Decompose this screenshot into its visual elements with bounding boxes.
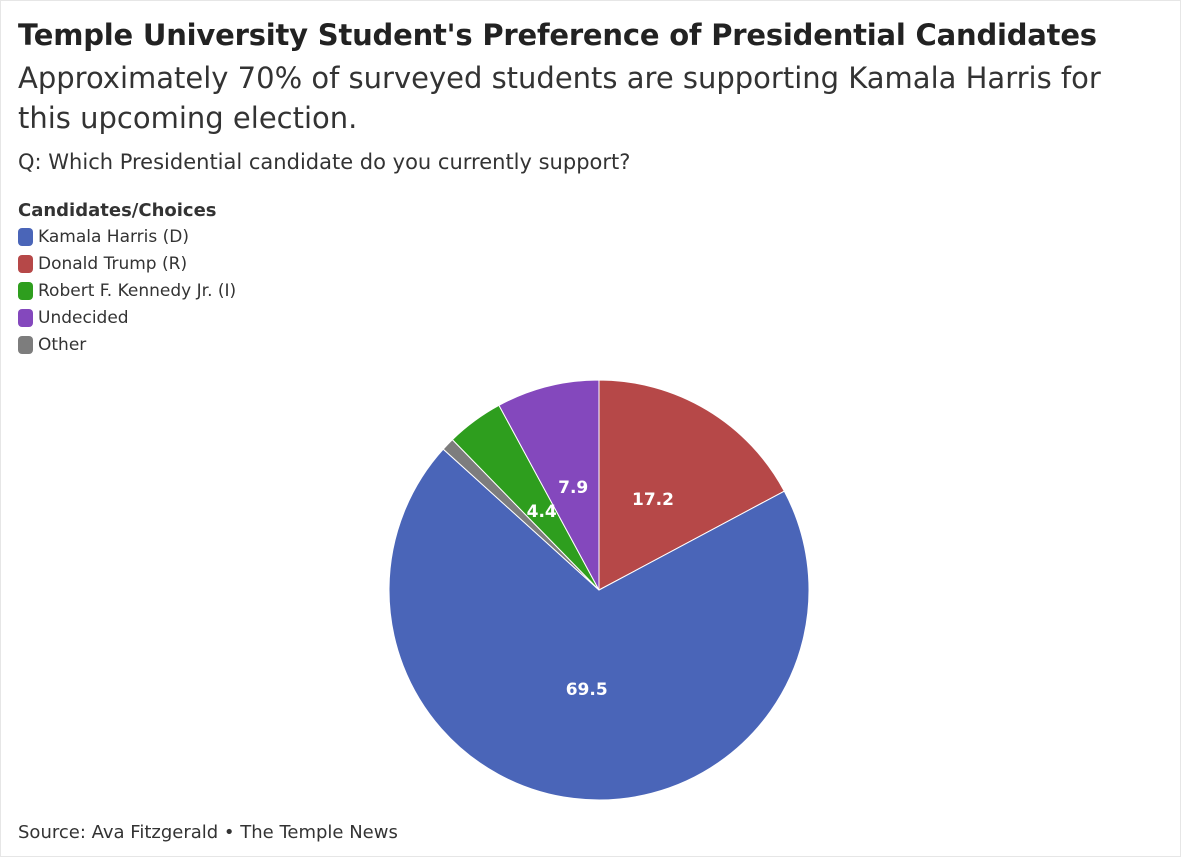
legend-item-kennedy[interactable]: Robert F. Kennedy Jr. (I) xyxy=(18,277,236,304)
legend-swatch-trump xyxy=(18,254,33,273)
legend-item-harris[interactable]: Kamala Harris (D) xyxy=(18,223,236,250)
legend-label-undecided: Undecided xyxy=(38,307,129,328)
pie-slice-trump[interactable] xyxy=(598,379,785,591)
data-label-trump: 17.2 xyxy=(632,490,674,510)
chart-source: Source: Ava Fitzgerald • The Temple News xyxy=(18,822,398,843)
data-label-undecided: 7.9 xyxy=(558,478,588,498)
legend-item-undecided[interactable]: Undecided xyxy=(18,304,236,331)
legend-label-trump: Donald Trump (R) xyxy=(38,253,188,274)
legend-label-harris: Kamala Harris (D) xyxy=(38,226,190,247)
legend-label-other: Other xyxy=(38,334,87,355)
chart-subtitle: Approximately 70% of surveyed students a… xyxy=(18,61,1101,135)
legend-label-kennedy: Robert F. Kennedy Jr. (I) xyxy=(38,280,237,301)
pie-slice-undecided[interactable] xyxy=(498,379,600,591)
legend-title: Candidates/Choices xyxy=(18,200,217,221)
survey-question: Q: Which Presidential candidate do you c… xyxy=(18,150,631,174)
legend-swatch-kennedy xyxy=(18,281,33,300)
legend-item-other[interactable]: Other xyxy=(18,331,236,358)
legend: Candidates/Choices Kamala Harris (D) Don… xyxy=(18,200,236,358)
data-label-kennedy: 4.4 xyxy=(527,502,557,522)
legend-swatch-undecided xyxy=(18,308,33,327)
legend-swatch-harris xyxy=(18,227,33,246)
chart-title: Temple University Student's Preference o… xyxy=(18,18,1097,52)
data-label-harris: 69.5 xyxy=(566,680,608,700)
legend-swatch-other xyxy=(18,335,33,354)
legend-item-trump[interactable]: Donald Trump (R) xyxy=(18,250,236,277)
pie-slice-harris[interactable] xyxy=(388,448,810,801)
